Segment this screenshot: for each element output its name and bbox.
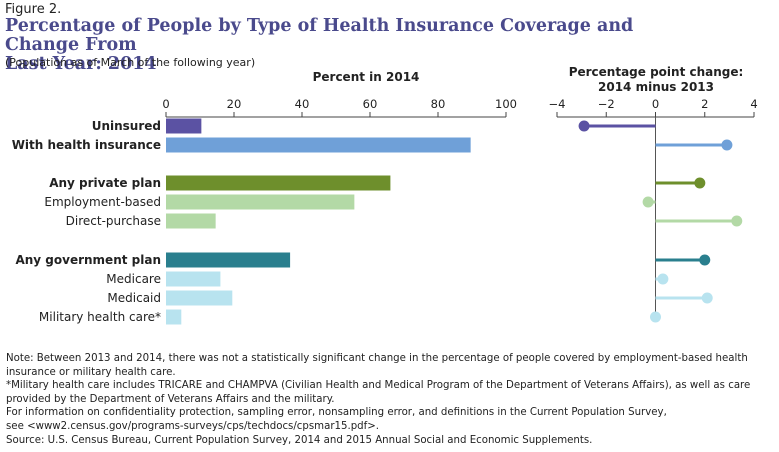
lollipop-dot xyxy=(721,139,733,151)
row-label: Military health care* xyxy=(39,310,161,324)
lollipop-dot xyxy=(694,177,706,189)
title-line-2: Last Year: 2014 xyxy=(5,54,157,74)
bar xyxy=(166,290,233,306)
lollipop-dot xyxy=(657,273,669,285)
change-tick-label: −2 xyxy=(598,97,615,111)
bar-panel-title: Percent in 2014 xyxy=(313,70,420,84)
note-text: Note: Between 2013 and 2014, there was n… xyxy=(6,353,748,378)
row-label: Employment-based xyxy=(44,195,161,209)
bar xyxy=(166,213,216,229)
bar-tick-label: 0 xyxy=(162,97,169,111)
info-line-1: For information on confidentiality prote… xyxy=(6,407,667,419)
lollipop-dot xyxy=(701,292,713,304)
row-label: Any private plan xyxy=(49,176,161,190)
bar xyxy=(166,194,355,210)
change-tick-label: −4 xyxy=(549,97,566,111)
bar-tick-label: 80 xyxy=(431,97,446,111)
bar xyxy=(166,309,182,325)
change-panel-subtitle: 2014 minus 2013 xyxy=(598,80,714,94)
row-label: Direct-purchase xyxy=(66,214,161,228)
row-label: Any government plan xyxy=(15,253,161,267)
lollipop-dot xyxy=(578,120,590,132)
lollipop-dot xyxy=(642,196,654,208)
figure-label: Figure 2. xyxy=(5,2,62,17)
bar-tick-label: 40 xyxy=(295,97,310,111)
figure-subtitle: (Population as of March of the following… xyxy=(5,56,256,69)
lollipop-dot xyxy=(699,254,711,266)
row-label: Medicaid xyxy=(107,291,161,305)
military-footnote: *Military health care includes TRICARE a… xyxy=(6,380,751,405)
bar xyxy=(166,137,471,153)
lollipop-dot xyxy=(650,311,661,323)
bar-tick-label: 60 xyxy=(363,97,378,111)
bar xyxy=(166,175,391,191)
bar xyxy=(166,271,221,287)
info-line-2: see <www2.census.gov/programs-surveys/cp… xyxy=(6,420,380,432)
change-tick-label: 4 xyxy=(750,97,757,111)
change-tick-label: 2 xyxy=(701,97,708,111)
bar xyxy=(166,118,202,134)
bar-tick-label: 20 xyxy=(227,97,242,111)
row-label: With health insurance xyxy=(12,138,161,152)
change-tick-label: 0 xyxy=(652,97,659,111)
title-line-1: Percentage of People by Type of Health I… xyxy=(5,16,634,55)
row-label: Uninsured xyxy=(92,119,161,133)
change-panel-title: Percentage point change: xyxy=(569,65,744,79)
figure-title: Percentage of People by Type of Health I… xyxy=(5,17,705,74)
row-label: Medicare xyxy=(106,272,161,286)
source-line: Source: U.S. Census Bureau, Current Popu… xyxy=(6,434,593,446)
notes-block: Note: Between 2013 and 2014, there was n… xyxy=(6,352,774,447)
bar xyxy=(166,252,291,268)
bar-tick-label: 100 xyxy=(495,97,517,111)
lollipop-dot xyxy=(731,215,743,227)
